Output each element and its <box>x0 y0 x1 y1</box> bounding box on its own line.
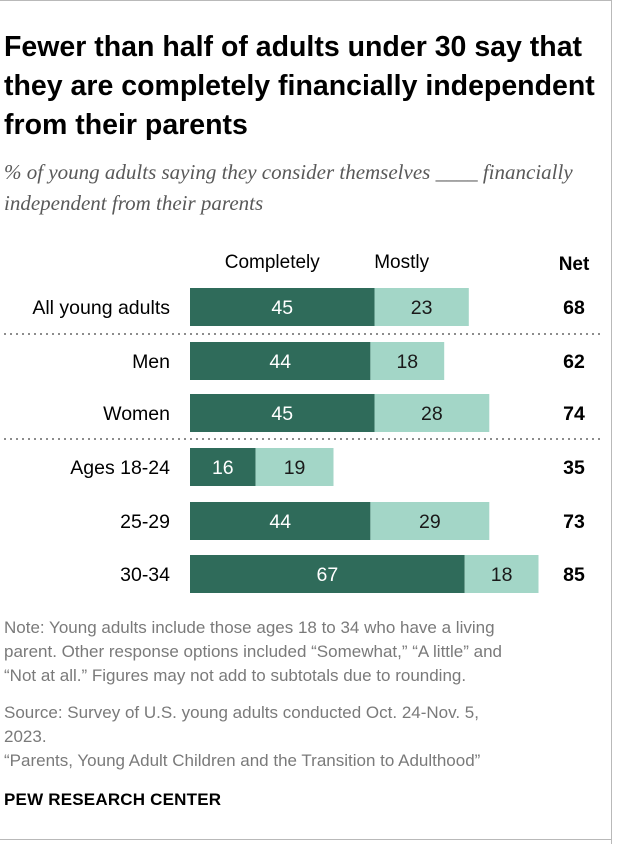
data-label-completely: 16 <box>212 457 234 479</box>
bar-mostly <box>370 342 445 380</box>
note-line: Note: Young adults include those ages 18… <box>4 618 495 637</box>
bar-completely <box>190 394 375 432</box>
data-label-mostly: 28 <box>421 403 443 425</box>
bar-mostly <box>464 555 539 593</box>
data-label-mostly: 18 <box>491 564 513 586</box>
bar-completely <box>190 342 371 380</box>
data-label-completely: 44 <box>269 351 291 373</box>
bar-mostly <box>374 394 490 432</box>
series-header-mostly: Mostly <box>374 252 429 273</box>
bar-completely <box>190 502 371 540</box>
chart-title: Fewer than half of adults under 30 say t… <box>4 31 595 141</box>
net-header: Net <box>559 254 590 275</box>
note-line: “Not at all.” Figures may not add to sub… <box>4 666 467 685</box>
stacked-bar-chart: Completely Mostly Net All young adults 45 23 6… <box>4 252 600 593</box>
category-label: 25-29 <box>120 511 170 533</box>
category-label: Ages 18-24 <box>70 457 170 479</box>
data-label-mostly: 23 <box>411 297 433 319</box>
note-line: parent. Other response options included … <box>4 642 502 661</box>
net-value: 35 <box>563 457 585 479</box>
series-header-completely: Completely <box>225 252 321 273</box>
data-label-completely: 44 <box>269 511 291 533</box>
net-value: 68 <box>563 297 585 319</box>
bar-completely <box>190 448 256 486</box>
data-label-completely: 67 <box>316 564 338 586</box>
source-line: 2023. <box>4 727 47 746</box>
data-label-completely: 45 <box>271 403 293 425</box>
category-label: 30-34 <box>120 564 170 586</box>
net-value: 73 <box>563 511 585 533</box>
footnote: Note: Young adults include those ages 18… <box>4 616 604 688</box>
bar-mostly <box>255 448 334 486</box>
report-title: “Parents, Young Adult Children and the T… <box>4 751 481 770</box>
frame-top-border <box>0 0 612 1</box>
category-label: Women <box>103 403 170 425</box>
category-label: All young adults <box>32 297 170 319</box>
bar-completely <box>190 555 465 593</box>
bar-mostly <box>370 502 490 540</box>
frame-right-border <box>611 0 612 844</box>
chart-subtitle: % of young adults saying they consider t… <box>4 160 573 215</box>
data-label-completely: 45 <box>271 297 293 319</box>
net-value: 74 <box>563 403 585 425</box>
data-label-mostly: 19 <box>284 457 306 479</box>
net-value: 62 <box>563 351 585 373</box>
frame-bottom-border <box>0 839 612 840</box>
data-label-mostly: 29 <box>419 511 441 533</box>
net-value: 85 <box>563 564 585 586</box>
bar-completely <box>190 288 375 326</box>
data-label-mostly: 18 <box>396 351 418 373</box>
source-note: Source: Survey of U.S. young adults cond… <box>4 701 604 749</box>
category-label: Men <box>132 351 170 373</box>
organization-name: PEW RESEARCH CENTER <box>4 790 222 809</box>
bar-mostly <box>374 288 469 326</box>
source-line: Source: Survey of U.S. young adults cond… <box>4 703 479 722</box>
